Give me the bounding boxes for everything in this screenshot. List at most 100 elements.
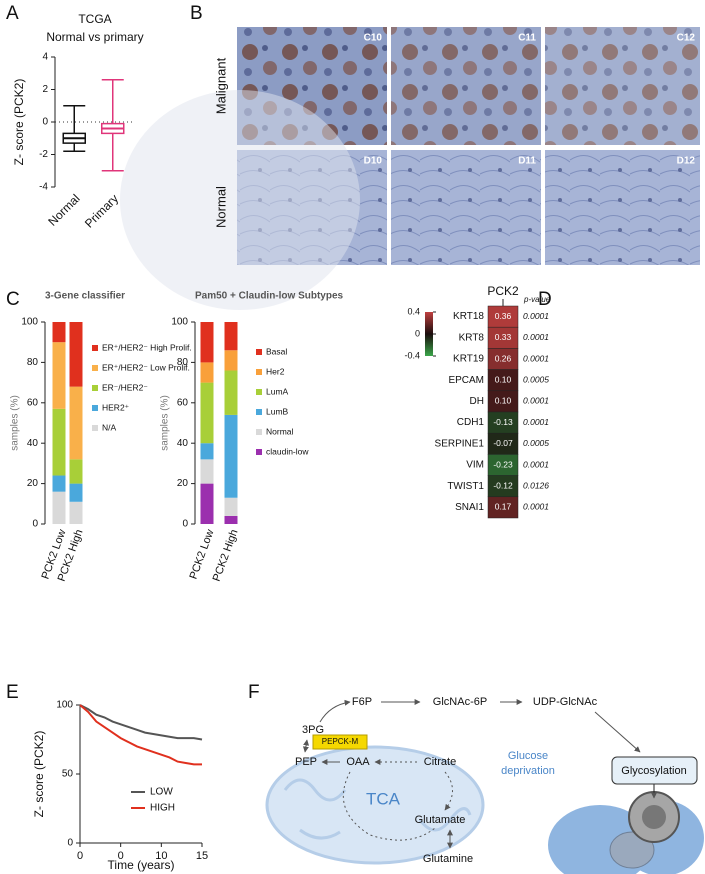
legend-swatch <box>256 349 262 355</box>
tile-label: C10 <box>364 33 383 44</box>
p-value: 0.0001 <box>523 459 549 469</box>
x-axis-label: Time (years) <box>108 858 175 872</box>
micrographs: Malignant Normal C10 C11 C12 D10 D11 D12 <box>120 27 700 310</box>
node: PEP <box>295 756 317 768</box>
colorbar <box>425 312 433 356</box>
row-label: EPCAM <box>448 375 484 386</box>
panel-letter: B <box>190 3 203 24</box>
cycle-arrow <box>342 771 453 841</box>
y-tick-label: 60 <box>177 397 189 408</box>
cell-label: -0.07 <box>493 438 513 448</box>
y-tick-label: 40 <box>27 438 39 449</box>
tile-label: C12 <box>677 33 696 44</box>
annotation: deprivation <box>501 765 555 777</box>
y-tick-label: 4 <box>42 52 48 63</box>
y-tick-label: 60 <box>27 397 39 408</box>
y-tick-label: 0 <box>42 117 48 128</box>
y-tick-label: 20 <box>27 478 39 489</box>
enzyme-box <box>312 734 368 750</box>
chart-title: TCGA <box>78 12 111 26</box>
cell-label: 0.10 <box>495 374 512 384</box>
legend-label: HER2⁺ <box>102 402 130 412</box>
bar-segment <box>52 408 66 476</box>
bar-segment <box>69 386 83 460</box>
y-axis-label: Z- score (PCK2) <box>12 79 26 166</box>
arrow <box>319 699 351 723</box>
row-label: DH <box>470 396 484 407</box>
p-value: 0.0005 <box>523 438 549 448</box>
cell-label: -0.13 <box>493 417 513 427</box>
bar-segment <box>200 443 214 460</box>
nucleus <box>642 805 666 829</box>
micrograph-detail <box>120 90 360 310</box>
row-label: KRT8 <box>459 332 485 343</box>
enzyme: PEPCK-M <box>322 737 359 746</box>
p-value: 0.0005 <box>523 374 549 384</box>
node: OAA <box>346 756 370 768</box>
legend-swatch <box>256 369 262 375</box>
y-tick-label: 40 <box>177 438 189 449</box>
legend-label: LumB <box>266 406 289 416</box>
legend-swatch <box>256 449 262 455</box>
y-tick-label: 0 <box>182 519 188 530</box>
y-tick-label: 0 <box>32 519 38 530</box>
node: 3PG <box>302 724 324 736</box>
bar-segment <box>52 322 66 343</box>
bar-segment <box>200 459 214 484</box>
node: UDP-GlcNAc <box>533 696 598 708</box>
p-value: 0.0001 <box>523 311 549 321</box>
row-label: Normal <box>213 186 228 228</box>
legend-swatch <box>256 389 262 395</box>
bar-segment <box>224 370 238 415</box>
legend-swatch <box>92 405 98 411</box>
legend-label: N/A <box>102 422 117 432</box>
node-box <box>611 756 698 785</box>
chart-title: 3-Gene classifier <box>45 291 125 302</box>
y-tick-label: -4 <box>39 182 48 193</box>
p-value: 0.0001 <box>523 502 549 512</box>
y-tick-label: 2 <box>42 84 48 95</box>
panel-letter: F <box>248 682 260 703</box>
node: GlcNAc-6P <box>433 696 487 708</box>
y-tick-label: 20 <box>177 478 189 489</box>
y-axis-label: samples (%) <box>10 395 21 451</box>
line-series <box>79 704 202 766</box>
legend-label: Normal <box>266 426 294 436</box>
micrograph <box>545 27 700 145</box>
bar-segment <box>200 362 214 383</box>
bar-segment <box>224 414 238 498</box>
y-tick-label: 0 <box>67 838 73 849</box>
y-tick-label: 100 <box>56 700 73 711</box>
cell-label: -0.23 <box>493 459 513 469</box>
legend-label: ER⁺/HER2⁻ Low Prolif. <box>102 362 190 372</box>
p-value: 0.0001 <box>523 396 549 406</box>
bar-segment <box>224 515 238 524</box>
bar-segment <box>69 459 83 484</box>
node: F6P <box>352 696 372 708</box>
bar-segment <box>69 483 83 502</box>
y-axis-label: Z- score (PCK2) <box>32 731 46 818</box>
y-tick-label: 80 <box>27 357 39 368</box>
p-value: 0.0001 <box>523 353 549 363</box>
x-tick-label: 0 <box>118 850 124 862</box>
cell-label: -0.12 <box>493 480 513 490</box>
colorbar-tick-label: -0.4 <box>404 350 420 360</box>
node: Citrate <box>424 756 456 768</box>
row-label: KRT19 <box>453 354 484 365</box>
pathway-diagram: F6P GlcNAc-6P UDP-GlcNAc 3PG Glycosylati… <box>265 696 704 874</box>
legend-label: HIGH <box>150 803 175 814</box>
p-value: 0.0126 <box>523 480 549 490</box>
row-label: SNAI1 <box>455 502 484 513</box>
bar-segment <box>52 491 66 524</box>
micrograph <box>545 150 700 265</box>
row-label: VIM <box>466 460 484 471</box>
bar-segment <box>69 501 83 524</box>
bar-segment <box>52 342 66 409</box>
cell-label: 0.17 <box>495 502 512 512</box>
x-tick-label: 15 <box>196 850 208 862</box>
column-label: PCK2 <box>487 284 519 298</box>
p-value: 0.0001 <box>523 417 549 427</box>
cell-label: 0.10 <box>495 396 512 406</box>
legend-label: Basal <box>266 346 287 356</box>
